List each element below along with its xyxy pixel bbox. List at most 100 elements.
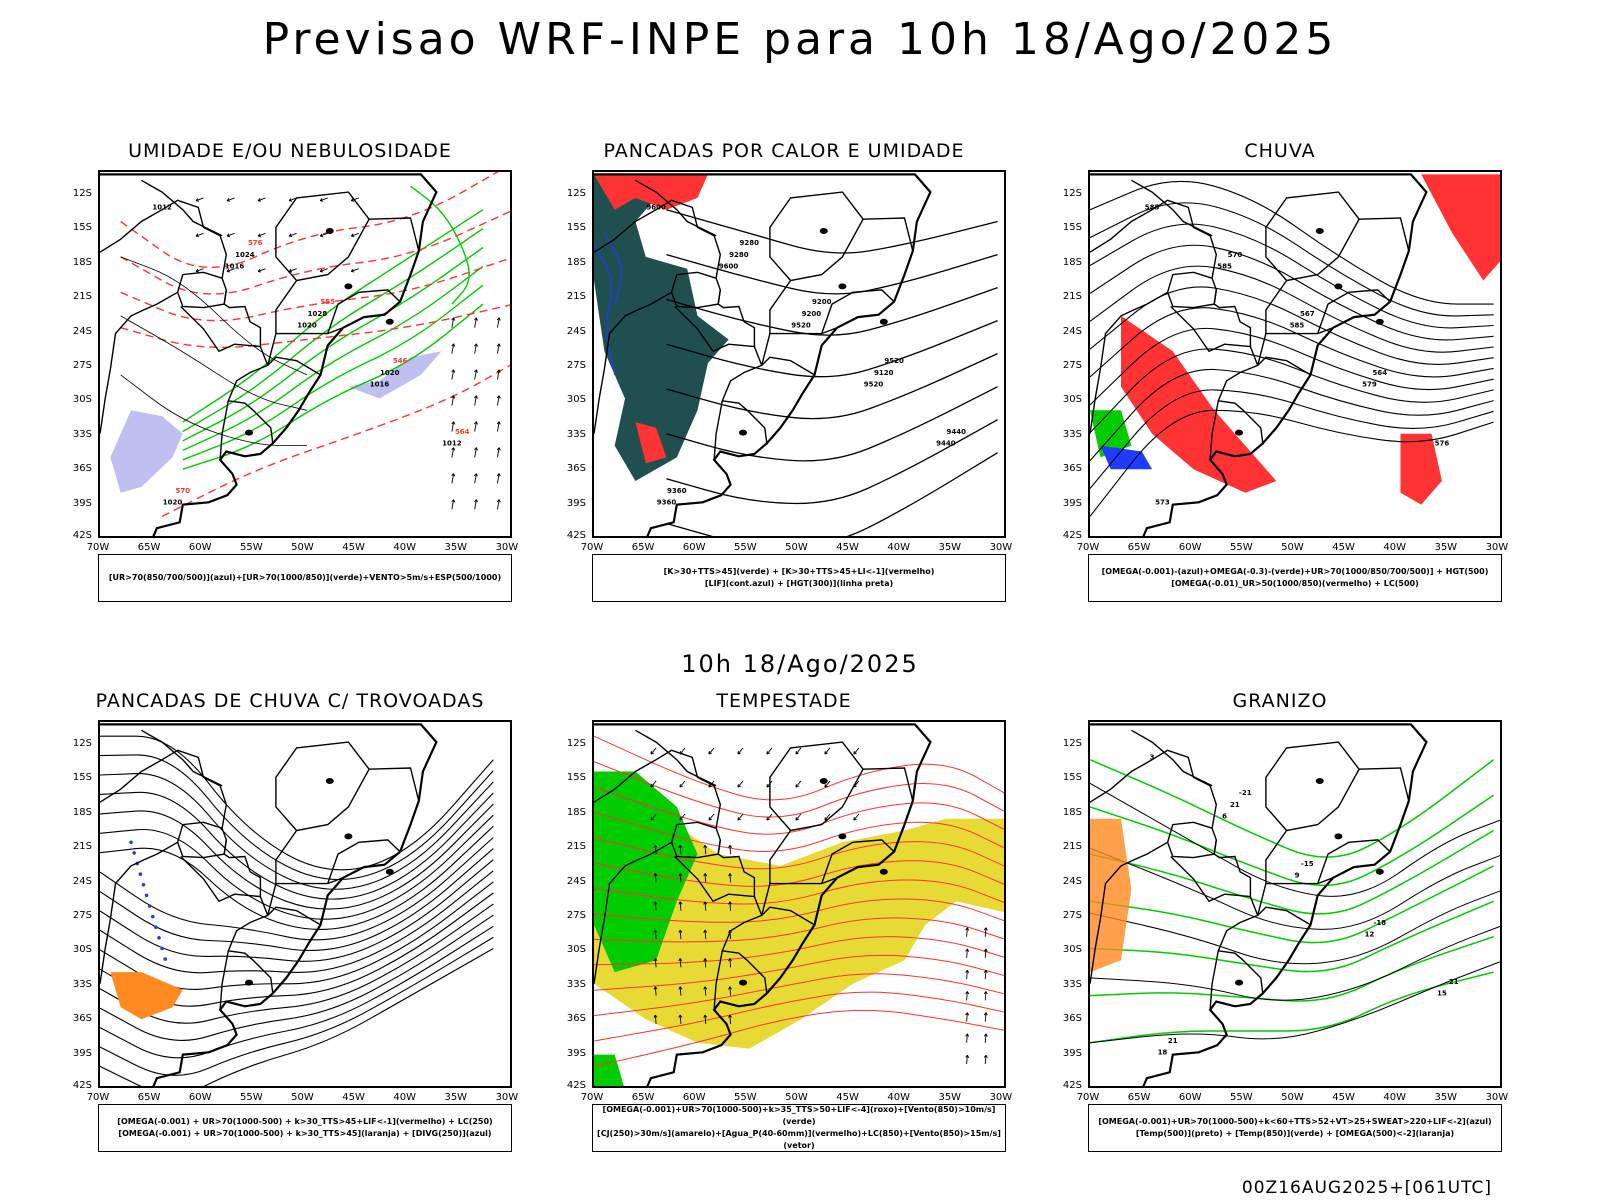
lat-tick-label: 18S <box>566 806 586 818</box>
contour-label: 3 <box>1150 754 1155 762</box>
contour-label: 1016 <box>370 381 390 389</box>
contour-label: 555 <box>320 298 335 306</box>
lat-tick-label: 12S <box>1062 188 1082 199</box>
lon-tick-label: 70W <box>86 542 110 553</box>
contour-label: 9520 <box>864 381 884 389</box>
lon-tick-label: 55W <box>734 1092 757 1103</box>
lat-tick-label: 15S <box>566 772 586 784</box>
lon-tick-label: 35W <box>938 542 962 553</box>
lat-tick-label: 21S <box>72 291 92 303</box>
lat-tick-label: 42S <box>566 1080 586 1091</box>
contour-label: 9 <box>1295 872 1300 880</box>
lat-tick-label: 21S <box>1062 291 1082 303</box>
lon-tick-label: 65W <box>1127 542 1151 553</box>
lon-tick-label: 70W <box>1076 542 1100 553</box>
lon-tick-label: 45W <box>836 542 859 553</box>
map-canvas <box>594 723 1004 1086</box>
map-frame: 585 585 585 579 576 573 570 567 564 <box>1088 170 1502 538</box>
lon-tick-label: 65W <box>137 542 161 553</box>
lon-tick-label: 30W <box>1485 542 1509 553</box>
contour-label: 12 <box>1365 931 1375 939</box>
legend-line: [OMEGA(-0.001)+UR>70(1000-500)+k>35_TTS>… <box>602 1105 996 1126</box>
lat-tick-label: 39S <box>1062 497 1082 509</box>
map-canvas: 1012 1016 1020 1016 1012 1020 1024 1028 1020 564 5… <box>100 172 510 536</box>
contour-label: 18 <box>1158 1049 1168 1057</box>
map-frame <box>98 720 512 1088</box>
contour-label: 585 <box>1290 322 1305 330</box>
lon-tick-label: 45W <box>342 1092 365 1103</box>
lon-tick-label: 40W <box>393 1092 416 1103</box>
panel-title: PANCADAS DE CHUVA C/ TROVOADAS <box>95 690 485 712</box>
lat-tick-label: 24S <box>72 875 92 887</box>
contour-label: 9600 <box>719 263 739 271</box>
lat-tick-label: 15S <box>72 772 92 784</box>
lon-tick-label: 35W <box>444 542 468 553</box>
lat-tick-label: 27S <box>72 360 92 371</box>
lon-tick-label: 35W <box>444 1092 468 1103</box>
lat-tick-label: 30S <box>1062 944 1082 956</box>
lat-tick-label: 39S <box>1062 1047 1082 1059</box>
panel-legend: [OMEGA(-0.001)+UR>70(1000-500)+k<60+TTS>… <box>1088 1104 1502 1152</box>
lat-tick-label: 39S <box>72 497 92 509</box>
lat-tick-label: 12S <box>1062 738 1082 749</box>
legend-line: [OMEGA(-0.01)_UR>50(1000/850)(vermelho) … <box>1171 579 1419 588</box>
lon-tick-label: 45W <box>342 542 365 553</box>
lon-tick-label: 50W <box>785 1092 808 1103</box>
lon-tick-label: 35W <box>1434 1092 1458 1103</box>
panel-title: PANCADAS POR CALOR E UMIDADE <box>603 140 965 162</box>
lat-tick-label: 24S <box>566 325 586 337</box>
contour-label: -18 <box>1373 919 1386 927</box>
lat-tick-label: 30S <box>566 394 586 406</box>
lon-tick-label: 55W <box>240 1092 263 1103</box>
contour-label: 1020 <box>380 369 400 377</box>
lon-tick-label: 65W <box>631 1092 655 1103</box>
lat-tick-label: 42S <box>1062 1080 1082 1091</box>
run-timestamp: 00Z16AUG2025+[061UTC] <box>1241 1178 1492 1198</box>
lat-tick-label: 27S <box>566 910 586 921</box>
legend-line: [OMEGA(-0.001) + UR>70(1000-500) + k>30_… <box>117 1117 493 1126</box>
lat-tick-label: 12S <box>566 738 586 749</box>
lat-tick-label: 42S <box>72 1080 92 1091</box>
contour-label: 570 <box>175 487 190 495</box>
lat-tick-label: 18S <box>72 806 92 818</box>
lat-tick-label: 24S <box>72 325 92 337</box>
map-panel-1: UMIDADE E/OU NEBULOSIDADE 12S 15S 18S 21S 24S… <box>50 140 530 640</box>
lat-tick-label: 30S <box>566 944 586 956</box>
contour-label: 9600 <box>646 204 666 212</box>
lon-tick-label: 45W <box>1332 1092 1355 1103</box>
lon-tick-label: 30W <box>495 1092 519 1103</box>
lat-tick-label: 12S <box>72 738 92 749</box>
lat-tick-label: 27S <box>566 360 586 371</box>
lat-tick-label: 24S <box>1062 325 1082 337</box>
lat-tick-label: 36S <box>72 463 92 475</box>
lat-tick-label: 30S <box>72 944 92 956</box>
lon-tick-label: 70W <box>1076 1092 1100 1103</box>
panel-legend: [K>30+TTS>45](verde) + [K>30+TTS>45+LI<-… <box>592 554 1006 602</box>
lon-tick-label: 50W <box>291 542 314 553</box>
contour-label: 1020 <box>163 499 183 507</box>
legend-line: [Temp(500)](preto) + [Temp(850)](verde) … <box>1135 1129 1455 1138</box>
contour-label: 9280 <box>729 251 749 259</box>
lon-tick-label: 55W <box>240 542 263 553</box>
contour-label: 576 <box>1435 440 1450 448</box>
lon-tick-label: 30W <box>989 542 1013 553</box>
lat-tick-label: 36S <box>566 1013 586 1025</box>
lon-tick-label: 60W <box>682 542 706 553</box>
lat-tick-label: 18S <box>1062 806 1082 818</box>
panel-title: CHUVA <box>1244 140 1316 162</box>
map-canvas <box>100 723 494 1086</box>
lon-tick-label: 55W <box>734 542 757 553</box>
lat-tick-label: 21S <box>566 841 586 853</box>
legend-line: [LIF](cont.azul) + [HGT(300)](linha pret… <box>704 579 894 588</box>
contour-label: 9520 <box>791 322 811 330</box>
lon-tick-label: 65W <box>1127 1092 1151 1103</box>
lat-tick-label: 12S <box>566 188 586 199</box>
lat-tick-label: 39S <box>566 497 586 509</box>
lat-tick-label: 15S <box>72 222 92 234</box>
lon-tick-label: 45W <box>836 1092 859 1103</box>
lat-tick-label: 30S <box>72 394 92 406</box>
legend-line: [CJ(250)>30m/s](amarelo)+[Agua_P(40-60mm… <box>597 1129 1001 1150</box>
lat-tick-label: 15S <box>1062 222 1082 234</box>
lat-tick-label: 33S <box>72 428 92 440</box>
